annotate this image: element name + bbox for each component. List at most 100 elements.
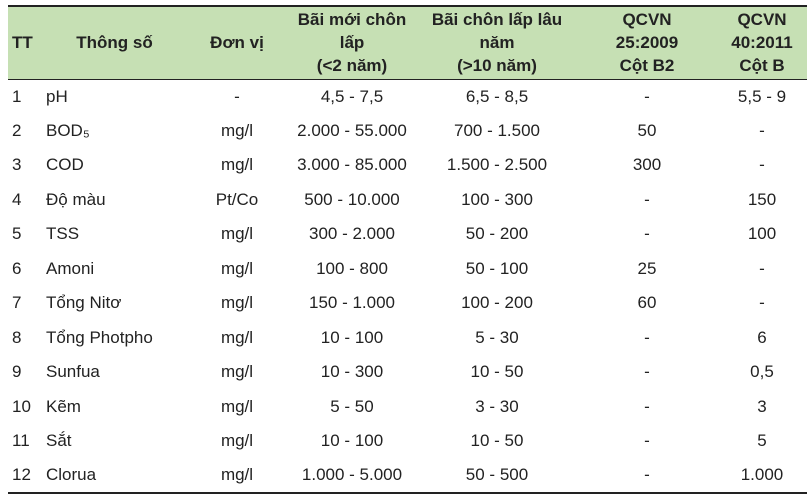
table-cell: 6 (12, 258, 22, 278)
header-line: lấp (339, 33, 365, 53)
header-cell: QCVN 25:2009 Cột B2 (577, 6, 717, 79)
table-row: 7 Tổng Nitơ mg/l 150 - 1.000 100 - 200 60 - (8, 286, 807, 321)
header-line: năm (479, 33, 515, 53)
header-line: Bãi mới chôn (297, 10, 407, 30)
table-cell: - (644, 86, 650, 106)
table-cell: - (644, 327, 650, 347)
table-cell: mg/l (220, 465, 254, 485)
table-cell: 2 (12, 120, 22, 140)
table-cell: - (644, 431, 650, 451)
table-cell: mg/l (220, 327, 254, 347)
header-line: TT (12, 33, 33, 53)
table-cell: mg/l (220, 258, 254, 278)
table-cell: 11 (12, 431, 30, 451)
table-cell: COD (46, 155, 84, 175)
table-cell: Clorua (46, 465, 97, 485)
table-cell: - (759, 258, 765, 278)
table-cell: 300 - 2.000 (308, 224, 395, 244)
table-cell: mg/l (220, 224, 254, 244)
header-line: Thông số (76, 33, 153, 53)
table-cell: Pt/Co (215, 189, 259, 209)
table-cell: Sunfua (46, 362, 100, 382)
header-line: (>10 năm) (457, 56, 537, 76)
table-cell: 50 - 100 (465, 258, 529, 278)
table-cell: 6,5 - 8,5 (465, 86, 529, 106)
table-cell: 1.000 - 5.000 (301, 465, 403, 485)
table-cell: 25 (637, 258, 657, 278)
table-cell: mg/l (220, 362, 254, 382)
table-cell: 100 (747, 224, 777, 244)
table-row: 6 Amoni mg/l 100 - 800 50 - 100 25 - (8, 252, 807, 287)
table-cell: 3 (757, 396, 767, 416)
header-cell: Đơn vị (187, 6, 287, 79)
table-cell: 10 (12, 396, 31, 416)
table-cell: 1 (12, 86, 22, 106)
table-body: 1 pH - 4,5 - 7,5 6,5 - 8,5 - 5,5 - 9 2 BOD₅ mg/l 2… (8, 79, 807, 493)
table-cell: mg/l (220, 120, 254, 140)
table-cell: 50 - 200 (465, 224, 529, 244)
table-cell: mg/l (220, 155, 254, 175)
header-line: QCVN (737, 10, 787, 30)
table-row: 11 Sắt mg/l 10 - 100 10 - 50 - 5 (8, 424, 807, 459)
table-cell: 3 - 30 (475, 396, 519, 416)
header-line: Bãi chôn lấp lâu (431, 10, 563, 30)
table-cell: 300 (632, 155, 662, 175)
header-cell: Bãi mới chôn lấp (<2 năm) (287, 6, 417, 79)
table-cell: 10 - 100 (320, 327, 384, 347)
header-row: TT Thông số Đơn vị Bãi mới chôn lấp (<2 năm) B… (8, 6, 807, 79)
table-cell: pH (46, 86, 68, 106)
table-row: 5 TSS mg/l 300 - 2.000 50 - 200 - 100 (8, 217, 807, 252)
header-line: 40:2011 (731, 33, 793, 53)
table-cell: BOD₅ (46, 120, 90, 140)
table-cell: 1.000 (740, 465, 784, 485)
table-cell: Tổng Nitơ (46, 293, 122, 313)
table-cell: 50 (637, 120, 657, 140)
header-line: 25:2009 (615, 33, 679, 53)
table-cell: 5 - 30 (475, 327, 519, 347)
table-cell: 60 (637, 293, 657, 313)
header-cell: Thông số (42, 6, 187, 79)
table-row: 4 Độ màu Pt/Co 500 - 10.000 100 - 300 - 150 (8, 183, 807, 218)
table-row: 1 pH - 4,5 - 7,5 6,5 - 8,5 - 5,5 - 9 (8, 79, 807, 114)
table-row: 8 Tổng Photpho mg/l 10 - 100 5 - 30 - 6 (8, 321, 807, 356)
data-table: TT Thông số Đơn vị Bãi mới chôn lấp (<2 năm) B… (8, 5, 807, 494)
table-cell: 2.000 - 55.000 (297, 120, 407, 140)
table-cell: - (759, 120, 765, 140)
table-cell: 150 - 1.000 (308, 293, 395, 313)
table-cell: 100 - 300 (461, 189, 533, 209)
table-row: 2 BOD₅ mg/l 2.000 - 55.000 700 - 1.500 50 - (8, 114, 807, 149)
table-cell: 10 - 50 (470, 362, 524, 382)
table-cell: 1.500 - 2.500 (446, 155, 548, 175)
table-cell: 0,5 (750, 362, 774, 382)
table-cell: - (234, 86, 240, 106)
table-row: 3 COD mg/l 3.000 - 85.000 1.500 - 2.500 300 - (8, 148, 807, 183)
table-cell: mg/l (220, 293, 254, 313)
table-cell: 9 (12, 362, 22, 382)
table-row: 9 Sunfua mg/l 10 - 300 10 - 50 - 0,5 (8, 355, 807, 390)
table-cell: Tổng Photpho (46, 327, 153, 347)
table-row: 10 Kẽm mg/l 5 - 50 3 - 30 - 3 (8, 390, 807, 425)
table-cell: 5,5 - 9 (737, 86, 787, 106)
table-cell: 100 - 800 (316, 258, 388, 278)
table-cell: 10 - 300 (320, 362, 384, 382)
table-cell: Amoni (46, 258, 95, 278)
table-cell: 100 - 200 (461, 293, 533, 313)
table-cell: mg/l (220, 431, 254, 451)
table-cell: 4,5 - 7,5 (320, 86, 384, 106)
table-row: 12 Clorua mg/l 1.000 - 5.000 50 - 500 - 1.000 (8, 459, 807, 493)
table-cell: 10 - 100 (320, 431, 384, 451)
table-cell: 7 (12, 293, 22, 313)
table-cell: 50 - 500 (465, 465, 529, 485)
table-cell: - (759, 155, 765, 175)
table-cell: 5 - 50 (330, 396, 374, 416)
header-cell: Bãi chôn lấp lâu năm (>10 năm) (417, 6, 577, 79)
table-cell: mg/l (220, 396, 254, 416)
header-line: Đơn vị (210, 33, 264, 53)
table-cell: - (644, 362, 650, 382)
table-header: TT Thông số Đơn vị Bãi mới chôn lấp (<2 năm) B… (8, 6, 807, 79)
table-cell: - (644, 189, 650, 209)
table-cell: 4 (12, 189, 22, 209)
table-cell: 150 (747, 189, 777, 209)
table-cell: - (644, 224, 650, 244)
